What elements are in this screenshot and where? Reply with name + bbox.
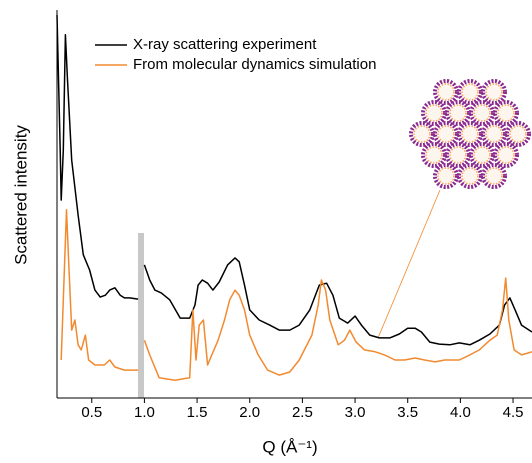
micelle-core: [473, 104, 491, 122]
micelle-core: [485, 125, 503, 143]
micelle-core: [509, 125, 527, 143]
micelle-core: [461, 125, 479, 143]
x-tick-label: 4.0: [450, 404, 471, 421]
micelle-core: [449, 104, 467, 122]
x-tick-label: 3.5: [397, 404, 418, 421]
x-axis-label: Q (Å⁻¹): [262, 437, 317, 456]
series-line: [143, 277, 532, 381]
x-tick-label: 3.0: [345, 404, 366, 421]
micelle-core: [497, 104, 515, 122]
series-line: [56, 14, 139, 300]
series-line: [60, 209, 139, 371]
marker-bar: [138, 233, 144, 398]
legend-label: X-ray scattering experiment: [133, 36, 317, 53]
x-tick-label: 2.5: [292, 404, 313, 421]
micelle-core: [425, 104, 443, 122]
x-tick-label: 4.5: [503, 404, 524, 421]
micelle-core: [437, 83, 455, 101]
x-tick-label: 1.0: [134, 404, 155, 421]
x-tick-label: 0.5: [81, 404, 102, 421]
micelle-core: [485, 83, 503, 101]
y-axis-label: Scattered intensity: [11, 125, 30, 265]
micelle-core: [473, 146, 491, 164]
micelle-core: [461, 83, 479, 101]
micelle-core: [497, 146, 515, 164]
x-tick-label: 1.5: [187, 404, 208, 421]
legend-label: From molecular dynamics simulation: [133, 56, 376, 73]
micelle-core: [437, 125, 455, 143]
micelle-core: [437, 167, 455, 185]
micelle-core: [425, 146, 443, 164]
micelle-inset: [409, 79, 531, 189]
series-line: [143, 257, 532, 346]
inset-pointer: [377, 189, 441, 339]
micelle-core: [485, 167, 503, 185]
micelle-core: [413, 125, 431, 143]
micelle-core: [461, 167, 479, 185]
micelle-core: [449, 146, 467, 164]
x-tick-label: 2.0: [239, 404, 260, 421]
